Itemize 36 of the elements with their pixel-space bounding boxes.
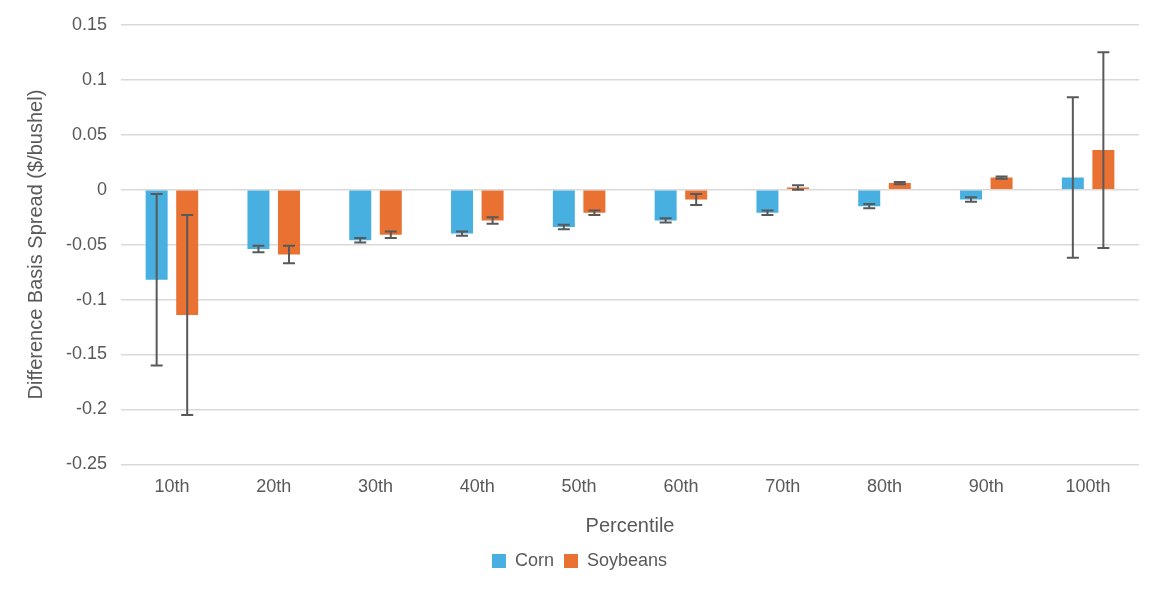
bar (858, 190, 881, 207)
bar (451, 190, 474, 234)
y-tick-label: -0.2 (76, 398, 108, 419)
y-tick-label: -0.1 (76, 288, 108, 309)
bar (654, 190, 677, 221)
y-tick-label: -0.15 (66, 343, 108, 364)
x-tick-label: 90th (968, 476, 1004, 497)
bar (552, 190, 575, 228)
x-tick-label: 40th (459, 476, 495, 497)
y-tick-label: 0.15 (71, 13, 108, 34)
legend-label: Corn (514, 549, 554, 570)
x-tick-label: 30th (358, 476, 394, 497)
x-tick-label: 100th (1065, 476, 1111, 497)
x-tick-label: 80th (866, 476, 903, 497)
bar (756, 190, 779, 213)
bar (278, 190, 300, 255)
x-tick-label: 10th (154, 476, 190, 497)
x-axis-title: Percentile (585, 513, 675, 536)
y-tick-label: -0.25 (66, 453, 108, 474)
legend-label: Soybeans (586, 549, 668, 570)
y-tick-label: 0.1 (82, 68, 108, 89)
y-tick-label: 0.05 (71, 123, 108, 144)
bar (1092, 150, 1115, 189)
bar (379, 190, 402, 235)
y-tick-label: -0.05 (66, 233, 108, 254)
bar (247, 190, 270, 249)
bar (583, 190, 606, 213)
x-tick-label: 50th (561, 476, 597, 497)
bar (349, 190, 372, 241)
y-axis-title: Difference Basis Spread ($/bushel) (23, 89, 46, 400)
bar (481, 190, 504, 221)
x-tick-label: 20th (256, 476, 292, 497)
y-tick-label: 0 (97, 178, 108, 199)
bar (176, 190, 199, 315)
x-tick-label: 70th (765, 476, 801, 497)
x-tick-label: 60th (663, 476, 699, 497)
